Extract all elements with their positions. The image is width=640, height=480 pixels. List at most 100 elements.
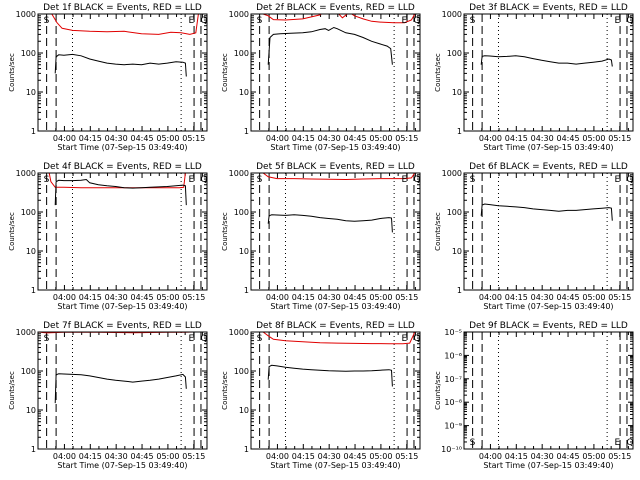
- y-tick-label: 1000: [16, 328, 36, 337]
- x-axis-label: Start Time (07-Sep-15 03:49:40): [483, 461, 613, 470]
- x-tick-label: 05:00: [156, 293, 179, 302]
- marker-s: S: [257, 16, 263, 26]
- x-axis-label: Start Time (07-Sep-15 03:49:40): [483, 143, 613, 152]
- panel-1: Det 1f BLACK = Events, RED = LLD Counts/s…: [8, 3, 208, 152]
- x-tick-label: 04:00: [266, 452, 289, 461]
- x-tick-label: 04:15: [292, 134, 315, 143]
- panel-3: Det 3f BLACK = Events, RED = LLD Counts/s…: [434, 3, 634, 152]
- y-axis-label: Counts/sec: [434, 53, 442, 92]
- marker-e: E: [614, 16, 620, 26]
- y-tick-label: 10⁻⁹: [444, 422, 462, 431]
- x-tick-label: 04:15: [505, 134, 528, 143]
- x-tick-label: 04:45: [344, 134, 367, 143]
- plot-frame: [250, 172, 421, 291]
- y-tick-label: 1: [244, 286, 249, 295]
- x-tick-label: 04:30: [531, 452, 554, 461]
- x-tick-label: 05:15: [608, 452, 631, 461]
- x-axis-label: Start Time (07-Sep-15 03:49:40): [483, 302, 613, 311]
- panel-title: Det 2f BLACK = Events, RED = LLD: [256, 3, 415, 13]
- x-axis-label: Start Time (07-Sep-15 03:49:40): [270, 461, 400, 470]
- marker-q: Q: [201, 334, 208, 344]
- panel-title: Det 4f BLACK = Events, RED = LLD: [43, 162, 202, 172]
- x-axis-label: Start Time (07-Sep-15 03:49:40): [57, 302, 187, 311]
- y-tick-label: 1: [31, 127, 36, 136]
- x-tick-label: 04:45: [557, 452, 580, 461]
- marker-q: Q: [414, 16, 421, 26]
- lld-series-line: [38, 14, 202, 35]
- lld-series-line: [38, 173, 190, 189]
- y-tick-label: 100: [21, 208, 36, 217]
- marker-e: E: [401, 175, 407, 185]
- panel-8: Det 8f BLACK = Events, RED = LLD Counts/s…: [221, 321, 421, 470]
- y-axis-label: Counts/sec: [221, 53, 229, 92]
- panel-title: Det 3f BLACK = Events, RED = LLD: [469, 3, 628, 13]
- y-tick-label: 10: [452, 247, 462, 256]
- x-tick-label: 05:15: [182, 134, 205, 143]
- x-tick-label: 04:30: [531, 134, 554, 143]
- y-tick-label: 1000: [229, 10, 249, 19]
- y-tick-label: 1000: [442, 169, 462, 178]
- panel-6: Det 6f BLACK = Events, RED = LLD Counts/s…: [434, 162, 634, 311]
- panel-title: Det 7f BLACK = Events, RED = LLD: [43, 321, 202, 331]
- x-tick-label: 04:45: [131, 134, 154, 143]
- marker-e: E: [401, 16, 407, 26]
- x-tick-label: 05:15: [182, 293, 205, 302]
- x-tick-label: 05:15: [182, 452, 205, 461]
- y-tick-label: 10: [239, 406, 249, 415]
- marker-q: Q: [201, 16, 208, 26]
- x-tick-label: 04:45: [131, 452, 154, 461]
- lld-series-line: [251, 173, 416, 181]
- x-tick-label: 04:45: [344, 452, 367, 461]
- x-tick-label: 04:30: [318, 452, 341, 461]
- marker-e: E: [188, 175, 194, 185]
- events-series-line: [267, 214, 393, 233]
- x-axis-label: Start Time (07-Sep-15 03:49:40): [270, 143, 400, 152]
- x-tick-label: 04:30: [318, 293, 341, 302]
- x-tick-label: 04:15: [505, 452, 528, 461]
- plot-frame: [463, 331, 634, 450]
- y-tick-label: 10: [26, 247, 36, 256]
- y-axis-label: Counts/sec: [221, 212, 229, 251]
- y-tick-label: 100: [234, 367, 249, 376]
- x-tick-label: 05:00: [156, 452, 179, 461]
- y-tick-label: 100: [21, 367, 36, 376]
- x-tick-label: 04:45: [557, 293, 580, 302]
- x-tick-label: 05:00: [156, 134, 179, 143]
- marker-q: Q: [414, 175, 421, 185]
- x-tick-label: 04:30: [105, 452, 128, 461]
- x-tick-label: 05:00: [582, 293, 605, 302]
- events-series-line: [480, 55, 613, 67]
- x-tick-label: 04:00: [479, 452, 502, 461]
- x-axis-label: Start Time (07-Sep-15 03:49:40): [270, 302, 400, 311]
- x-tick-label: 05:00: [582, 452, 605, 461]
- plot-frame: [463, 13, 634, 132]
- marker-e: E: [401, 334, 407, 344]
- x-tick-label: 04:15: [292, 293, 315, 302]
- x-tick-label: 05:00: [369, 452, 392, 461]
- y-tick-label: 10: [239, 247, 249, 256]
- y-tick-label: 1000: [16, 169, 36, 178]
- panel-2: Det 2f BLACK = Events, RED = LLD Counts/s…: [221, 3, 421, 152]
- x-tick-label: 04:00: [479, 134, 502, 143]
- x-tick-label: 05:00: [582, 134, 605, 143]
- marker-s: S: [470, 16, 476, 26]
- lld-series-line: [251, 14, 416, 24]
- panel-4: Det 4f BLACK = Events, RED = LLD Counts/s…: [8, 162, 208, 311]
- y-tick-label: 1: [31, 286, 36, 295]
- y-tick-label: 10⁻⁸: [444, 398, 462, 407]
- marker-s: S: [44, 334, 50, 344]
- y-tick-label: 100: [447, 49, 462, 58]
- events-series-line: [480, 203, 613, 221]
- marker-s: S: [470, 438, 476, 448]
- x-tick-label: 04:15: [505, 293, 528, 302]
- y-tick-label: 1000: [229, 328, 249, 337]
- x-tick-label: 04:45: [344, 293, 367, 302]
- x-tick-label: 04:15: [79, 134, 102, 143]
- y-tick-label: 10⁻⁶: [444, 351, 462, 360]
- marker-s: S: [470, 175, 476, 185]
- x-tick-label: 05:15: [395, 452, 418, 461]
- x-tick-label: 04:00: [53, 452, 76, 461]
- plot-frame: [250, 13, 421, 132]
- y-tick-label: 1: [457, 127, 462, 136]
- y-tick-label: 1000: [16, 10, 36, 19]
